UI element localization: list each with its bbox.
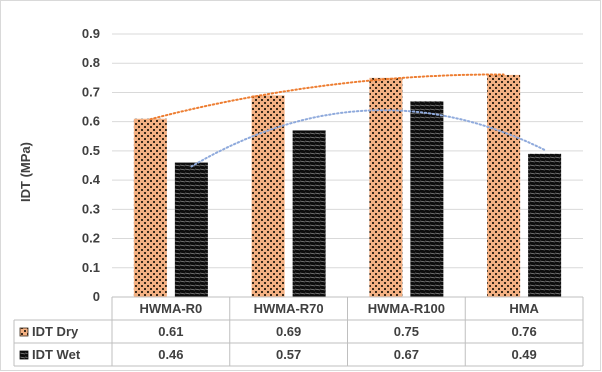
- bar-idt-wet: [528, 153, 562, 297]
- bars: [133, 74, 562, 298]
- trendline-idt-dry: [149, 73, 505, 121]
- data-label: 0.57: [276, 347, 301, 362]
- bar-idt-dry: [369, 77, 403, 297]
- data-label: 0.49: [511, 347, 536, 362]
- bar-idt-dry: [133, 118, 167, 297]
- data-label: 0.75: [394, 324, 419, 339]
- bar-idt-wet: [174, 162, 208, 297]
- y-axis-label: IDT (MPa): [18, 142, 33, 202]
- y-tick-label: 0.1: [82, 260, 100, 275]
- y-tick-label: 0.3: [82, 201, 100, 216]
- data-label: 0.67: [394, 347, 419, 362]
- legend-label: IDT Wet: [32, 347, 81, 362]
- y-tick-label: 0: [93, 289, 100, 304]
- x-tick-label: HMA: [509, 301, 539, 316]
- bar-idt-dry: [251, 95, 285, 297]
- legend-label: IDT Dry: [32, 324, 79, 339]
- y-tick-label: 0.6: [82, 114, 100, 129]
- data-label: 0.76: [511, 324, 536, 339]
- y-tick-label: 0.5: [82, 143, 100, 158]
- legend-key-idt-wet: [19, 350, 29, 360]
- data-label: 0.69: [276, 324, 301, 339]
- x-tick-label: HWMA-R100: [368, 301, 445, 316]
- x-tick-label: HWMA-R0: [139, 301, 202, 316]
- y-tick-label: 0.4: [82, 172, 101, 187]
- trendline-idt-wet: [190, 109, 546, 168]
- y-tick-label: 0.9: [82, 26, 100, 41]
- legend-key-idt-dry: [19, 327, 29, 337]
- data-label: 0.61: [158, 324, 183, 339]
- bar-idt-wet: [292, 130, 326, 297]
- x-tick-label: HWMA-R70: [254, 301, 324, 316]
- bar-idt-wet: [410, 101, 444, 297]
- y-tick-label: 0.8: [82, 55, 100, 70]
- data-table: HWMA-R0 HWMA-R70 HWMA-R100 HMA IDT Dry 0.61 0.…: [13, 296, 584, 367]
- y-tick-label: 0.2: [82, 231, 100, 246]
- y-tick-label: 0.7: [82, 84, 100, 99]
- trendlines: [149, 73, 546, 168]
- y-tick-labels: 0 0.1 0.2 0.3 0.4 0.5 0.6 0.7 0.8 0.9: [82, 26, 101, 304]
- data-label: 0.46: [158, 347, 183, 362]
- bar-idt-dry: [487, 74, 521, 298]
